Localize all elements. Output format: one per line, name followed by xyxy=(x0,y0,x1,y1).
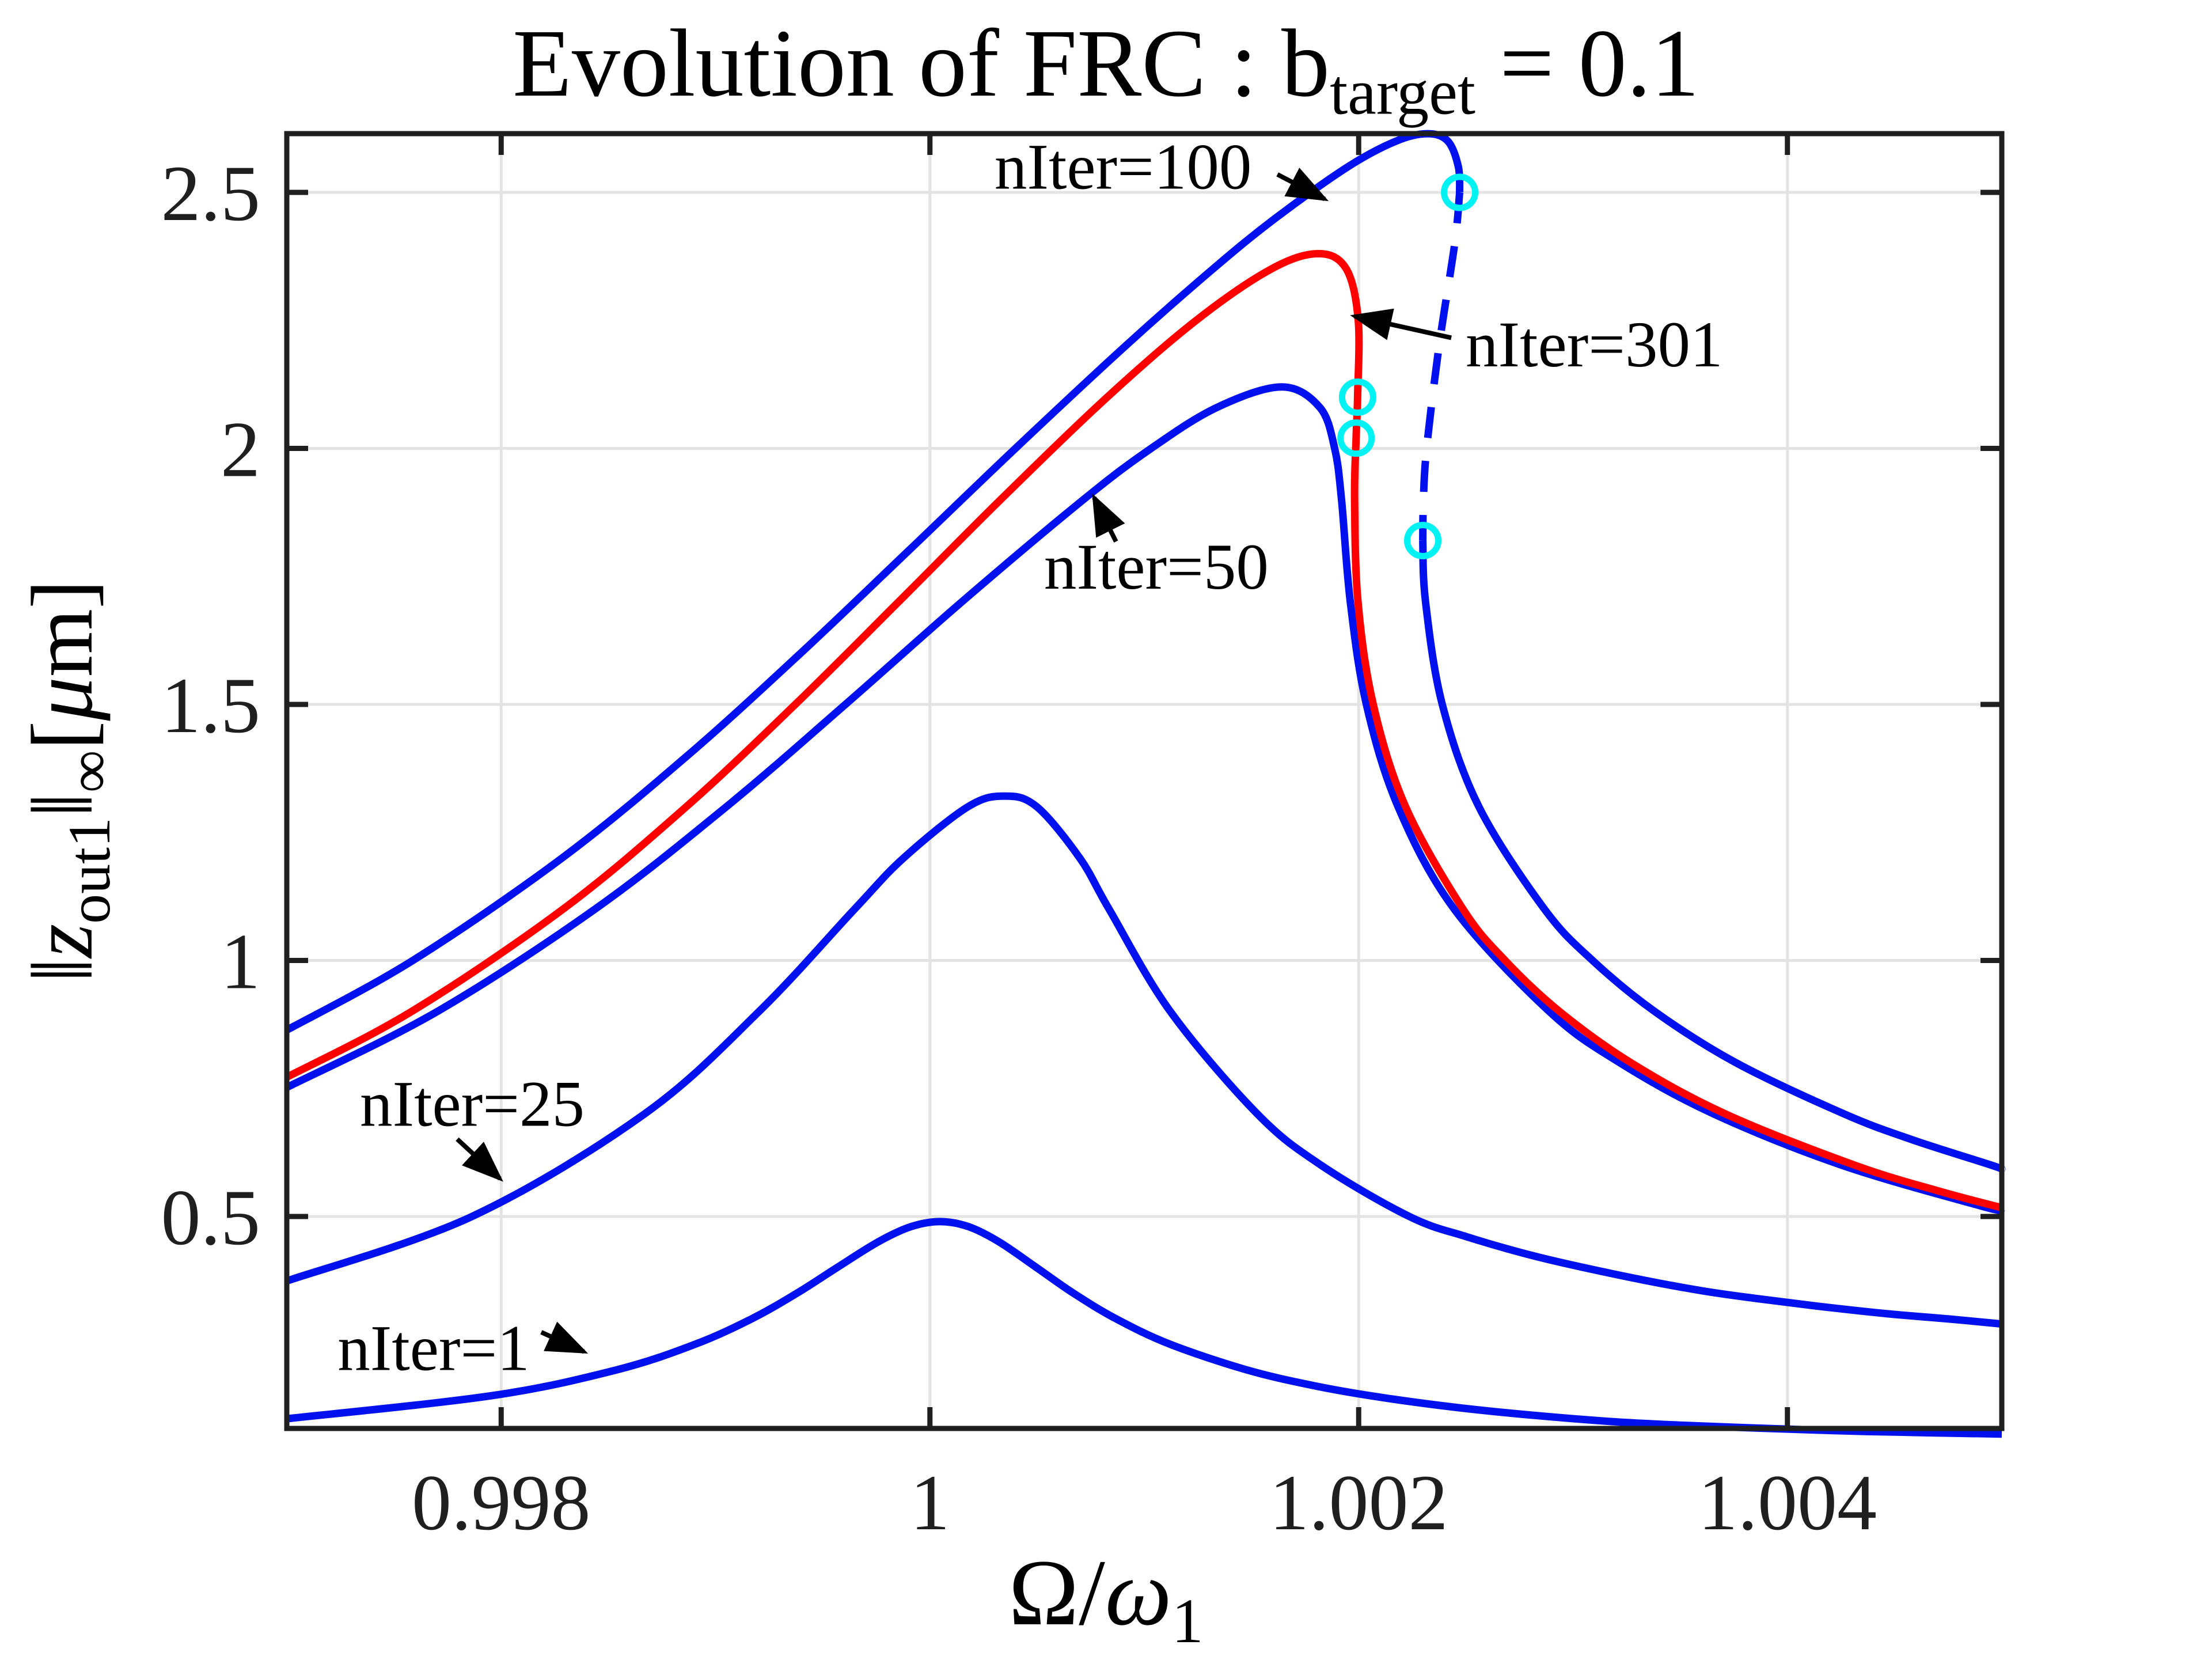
annotation-arrow xyxy=(456,1137,503,1182)
plot-box xyxy=(284,131,2005,1431)
x-tick-label: 1.002 xyxy=(1269,1458,1448,1547)
x-tick-label: 1 xyxy=(910,1458,950,1547)
y-tick-label: 1.5 xyxy=(161,661,261,749)
fold-marker xyxy=(1441,173,1479,211)
annotation-label: nIter=1 xyxy=(337,1313,530,1385)
title-suffix: = 0.1 xyxy=(1475,10,1699,117)
annotation-arrow xyxy=(1350,308,1452,340)
series-nIter=50 xyxy=(285,383,2005,1214)
title-prefix: Evolution of FRC : b xyxy=(513,10,1330,117)
fold-marker xyxy=(1337,419,1375,457)
annotation-label: nIter=301 xyxy=(1466,309,1723,381)
series-nIter=100-lower xyxy=(1419,540,2006,1173)
series-nIter=100 xyxy=(284,130,1464,1034)
y-tick-label: 0.5 xyxy=(161,1173,261,1261)
x-tick-label: 1.004 xyxy=(1698,1458,1877,1547)
fold-marker xyxy=(1338,378,1376,416)
title-subscript: target xyxy=(1330,56,1475,128)
annotation-arrow xyxy=(1276,168,1329,202)
series-nIter=301 xyxy=(284,249,2003,1212)
series-nIter=100-unstable xyxy=(1419,192,1464,541)
annotation-arrow xyxy=(540,1321,589,1354)
series-nIter=1 xyxy=(286,1218,2002,1438)
fold-marker xyxy=(1404,521,1442,559)
y-tick-label: 2 xyxy=(221,405,260,493)
annotation-label: nIter=50 xyxy=(1044,531,1269,603)
annotation-label: nIter=25 xyxy=(360,1068,585,1140)
y-axis-label: ‖zout1‖∞[μm] xyxy=(13,579,123,983)
series-nIter=25 xyxy=(285,792,2002,1328)
y-tick-label: 1 xyxy=(221,917,260,1005)
annotation-arrow xyxy=(1092,493,1125,543)
x-axis-label: Ω/ω1 xyxy=(1008,1541,1204,1656)
y-tick-label: 2.5 xyxy=(161,149,261,237)
x-tick-label: 0.998 xyxy=(412,1458,591,1547)
annotation-label: nIter=100 xyxy=(995,131,1252,203)
chart-title: Evolution of FRC : btarget = 0.1 xyxy=(0,8,2212,130)
